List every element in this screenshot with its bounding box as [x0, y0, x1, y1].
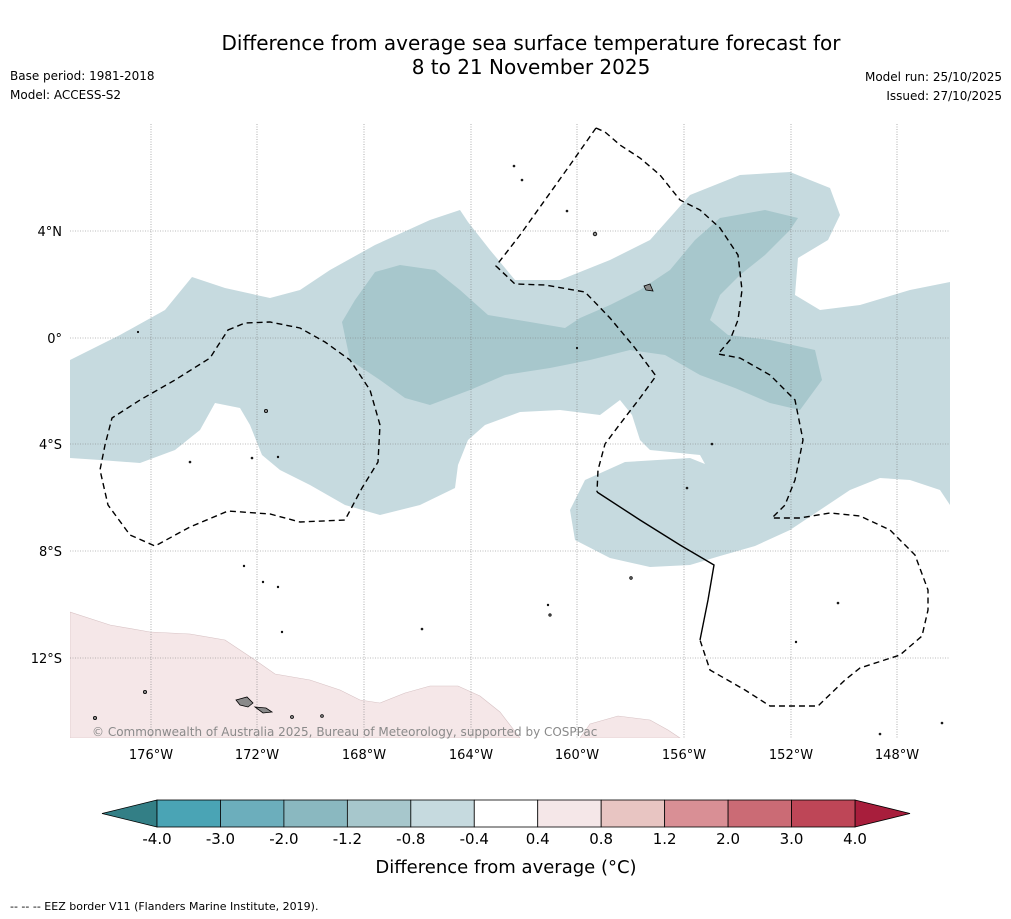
lat-label-8s: 8°S	[39, 545, 62, 560]
eez-footnote: -- -- -- EEZ border V11 (Flanders Marine…	[10, 900, 319, 913]
colorbar-segment	[346, 799, 412, 828]
colorbar-segment	[410, 799, 475, 828]
lon-label-160w: 160°W	[555, 748, 599, 763]
latitude-labels: 4°N 0° 4°S 8°S 12°S	[31, 225, 62, 667]
colorbar-segment	[473, 799, 539, 828]
samoa-upolu-island	[253, 706, 274, 714]
model-run: Model run: 25/10/2025	[864, 70, 1002, 84]
islands	[93, 164, 944, 736]
colorbar-segment	[537, 799, 602, 828]
kiritimati-island	[643, 283, 654, 292]
lat-label-4n: 4°N	[38, 225, 63, 240]
colorbar-tick-label: 1.2	[653, 830, 677, 848]
colorbar-tick-label: -0.8	[396, 830, 425, 848]
colorbar-tick-label: -1.2	[333, 830, 362, 848]
colorbar-tick-label: -4.0	[142, 830, 171, 848]
colorbar-over-arrow	[854, 799, 911, 828]
longitude-labels: 176°W 172°W 168°W 164°W 160°W 156°W 152°…	[129, 748, 919, 763]
colorbar-segment	[283, 799, 348, 828]
eez-phoenix	[495, 127, 657, 493]
base-period: Base period: 1981-2018	[10, 69, 155, 83]
lon-label-156w: 156°W	[662, 748, 706, 763]
model-name: Model: ACCESS-S2	[10, 88, 122, 102]
colorbar-segment	[156, 799, 221, 828]
lat-label-12s: 12°S	[31, 652, 62, 667]
title-line-2: 8 to 21 November 2025	[411, 55, 651, 79]
colorbar-tick-label: 0.8	[589, 830, 613, 848]
colorbar-tick-label: -3.0	[206, 830, 235, 848]
colorbar-tick-label: 4.0	[843, 830, 867, 848]
map-title: Difference from average sea surface temp…	[0, 31, 1011, 79]
colorbar-tick-label: -2.0	[269, 830, 298, 848]
colorbar-segment	[727, 799, 792, 828]
meta-right: Model run: 25/10/2025 Issued: 27/10/2025	[865, 68, 1002, 106]
lon-label-152w: 152°W	[769, 748, 813, 763]
colorbar-segment	[220, 799, 285, 828]
graticule	[70, 124, 950, 738]
samoa-savaii-island	[235, 696, 254, 708]
lon-label-176w: 176°W	[129, 748, 173, 763]
warm-anomaly-region-east	[579, 715, 681, 738]
copyright-notice: © Commonwealth of Australia 2025, Bureau…	[92, 725, 597, 739]
warm-anomaly-region	[70, 611, 521, 738]
colorbar-under-arrow	[101, 799, 158, 828]
colorbar-title: Difference from average (°C)	[375, 857, 636, 878]
lon-label-172w: 172°W	[235, 748, 279, 763]
cool-core-region	[342, 210, 822, 410]
colorbar-tick-label: 3.0	[780, 830, 804, 848]
lat-label-0: 0°	[47, 332, 62, 347]
lat-label-4s: 4°S	[39, 438, 62, 453]
colorbar: -4.0 -3.0 -2.0 -1.2 -0.8 -0.4 0.4 0.8 1.2 2.0 3.0 4…	[101, 799, 911, 848]
colorbar-segment	[791, 799, 856, 828]
colorbar-segment	[664, 799, 729, 828]
colorbar-segment	[600, 799, 666, 828]
title-line-1: Difference from average sea surface temp…	[221, 31, 841, 55]
eez-solid-border	[596, 491, 715, 641]
colorbar-tick-label: 0.4	[526, 830, 550, 848]
lon-label-168w: 168°W	[342, 748, 386, 763]
meta-left: Base period: 1981-2018 Model: ACCESS-S2	[10, 67, 155, 105]
eez-tokelau-west	[99, 321, 381, 547]
eez-borders	[99, 127, 929, 707]
lon-label-148w: 148°W	[875, 748, 919, 763]
colorbar-tick-label: 2.0	[716, 830, 740, 848]
eez-kiribati-line	[595, 127, 929, 707]
colorbar-tick-label: -0.4	[460, 830, 489, 848]
issued-date: Issued: 27/10/2025	[886, 89, 1002, 103]
map-plot-area	[70, 124, 950, 738]
lon-label-164w: 164°W	[449, 748, 493, 763]
